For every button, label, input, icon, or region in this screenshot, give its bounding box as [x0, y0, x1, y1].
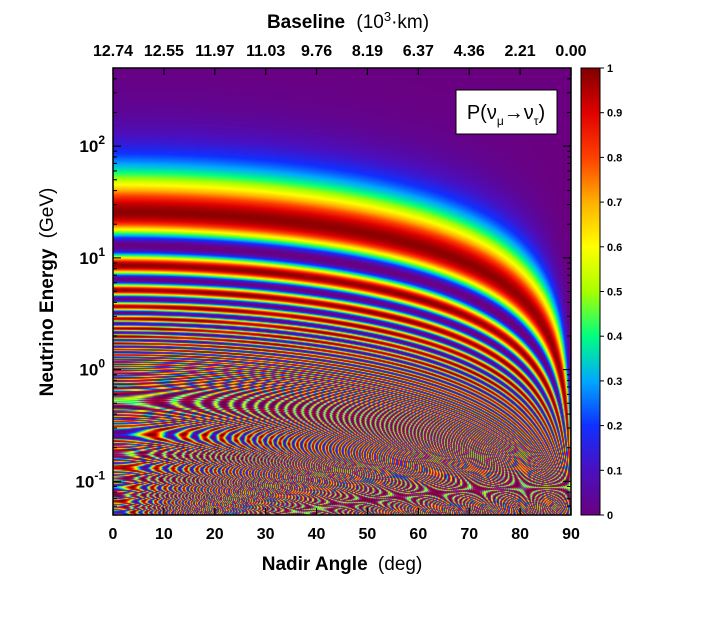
y-tick-label: 102 [79, 133, 105, 156]
colorbar-gradient [580, 67, 601, 516]
top-axis-tick-labels: 12.74 12.55 11.97 11.03 9.76 8.19 6.37 4.36 2.21… [93, 43, 587, 60]
probability-label-arrow: →ν [504, 102, 534, 124]
x-tick-label: 80 [511, 526, 529, 543]
y-axis-ticks: 10-1 100 101 102 [75, 67, 571, 516]
colorbar-tick-label: 0.3 [607, 376, 622, 388]
y-tick-label: 10-1 [75, 468, 105, 491]
colorbar-tick-label: 1 [607, 63, 613, 75]
colorbar-tick-labels: 0 0.1 0.2 0.3 0.4 0.5 0.6 0.7 0.8 0.9 1 [600, 63, 623, 522]
top-tick-label: 11.03 [246, 43, 285, 60]
x-tick-label: 90 [562, 526, 580, 543]
top-tick-label: 2.21 [505, 43, 536, 60]
top-tick-label: 12.74 [93, 43, 133, 60]
x-axis-title: Nadir Angle (deg) [262, 554, 423, 575]
colorbar-tick-label: 0.8 [607, 152, 622, 164]
heatmap-area [112, 67, 572, 516]
top-tick-label: 4.36 [454, 43, 485, 60]
probability-label-main: P(ν [467, 102, 497, 124]
top-tick-label: 11.97 [195, 43, 234, 60]
x-tick-label: 30 [257, 526, 275, 543]
x-axis-ticks: 0 10 20 30 40 50 60 70 80 90 [109, 68, 580, 543]
x-tick-label: 10 [155, 526, 173, 543]
colorbar-tick-label: 0.5 [607, 287, 622, 299]
probability-label-close: ) [539, 102, 546, 124]
x-tick-label: 40 [308, 526, 326, 543]
colorbar-tick-label: 0 [607, 510, 613, 522]
probability-label-sub-mu: μ [497, 114, 504, 128]
colorbar-tick-label: 0.6 [607, 242, 622, 254]
colorbar-tick-label: 0.9 [607, 108, 622, 120]
x-tick-label: 50 [359, 526, 377, 543]
y-tick-label: 100 [79, 357, 105, 380]
top-tick-label: 6.37 [403, 43, 434, 60]
top-tick-label: 12.55 [144, 43, 184, 60]
x-tick-label: 20 [206, 526, 224, 543]
colorbar-tick-label: 0.7 [607, 197, 622, 209]
top-tick-label: 0.00 [555, 43, 586, 60]
svg-text:P(νμ→ντ): P(νμ→ντ) [467, 102, 545, 128]
y-axis-title: Neutrino Energy (GeV) [37, 188, 58, 397]
probability-heatmap [113, 68, 571, 515]
colorbar: 0 0.1 0.2 0.3 0.4 0.5 0.6 0.7 0.8 0.9 1 [580, 63, 623, 522]
x-tick-label: 60 [409, 526, 427, 543]
x-tick-label: 0 [109, 526, 118, 543]
x-tick-label: 70 [460, 526, 478, 543]
probability-label-box: P(νμ→ντ) [455, 89, 558, 135]
top-tick-label: 8.19 [352, 43, 383, 60]
y-tick-label: 101 [79, 245, 105, 268]
top-tick-label: 9.76 [301, 43, 332, 60]
top-axis-title: Baseline (103·km) [267, 9, 429, 33]
colorbar-tick-label: 0.2 [607, 421, 622, 433]
colorbar-tick-label: 0.1 [607, 465, 622, 477]
probability-label-sub-tau: τ [534, 114, 539, 128]
colorbar-tick-label: 0.4 [607, 331, 623, 343]
